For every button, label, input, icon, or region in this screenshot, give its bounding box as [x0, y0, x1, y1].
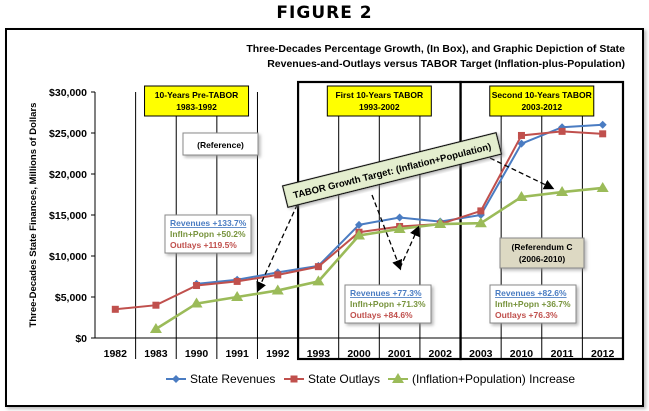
x-tick-label: 2001 [388, 348, 412, 360]
series-point-inflation [434, 218, 447, 229]
x-tick-label: 1982 [104, 348, 128, 360]
figure-label: FIGURE 2 [276, 3, 373, 23]
series-point-inflation [393, 222, 406, 233]
x-tick-label: 2012 [591, 348, 615, 360]
series-point-revenues [355, 220, 363, 229]
x-tick-label: 2010 [510, 348, 534, 360]
series-point-outlays [152, 301, 160, 309]
series-point-inflation [149, 322, 162, 333]
period-header-title: Second 10-Years TABOR [492, 90, 592, 100]
growth-infln-popn: Infln+Popn +36.7% [495, 299, 571, 309]
series-point-inflation [190, 297, 203, 308]
y-tick-label: $10,000 [49, 251, 87, 263]
growth-revenues: Revenues +133.7% [170, 218, 247, 228]
growth-box [344, 284, 432, 324]
referendum-box [499, 237, 585, 269]
series-point-inflation [312, 275, 325, 286]
series-point-outlays [517, 131, 525, 139]
referendum-label: (Referendum C [512, 242, 573, 252]
period-header-title: First 10-Years TABOR [335, 90, 423, 100]
series-point-outlays [111, 305, 119, 313]
series-point-inflation [596, 181, 609, 192]
legend-label: (Inflation+Population) Increase [412, 372, 575, 386]
growth-outlays: Outlays +119.5% [170, 240, 237, 250]
series-point-inflation [556, 186, 569, 197]
series-point-outlays [193, 282, 201, 290]
reference-label: (Reference) [197, 140, 244, 150]
legend-marker-revenues [172, 375, 180, 383]
y-tick-label: $20,000 [49, 169, 87, 181]
chart-title-line-1: Three-Decades Percentage Growth, (In Box… [246, 43, 625, 55]
growth-infln-popn: Infln+Popn +71.3% [350, 299, 426, 309]
series-point-inflation [353, 229, 365, 240]
series-point-outlays [599, 130, 607, 138]
period-header-box [489, 85, 595, 117]
period-header-years: 1993-2002 [359, 102, 400, 112]
series-line-3 [155, 186, 603, 331]
x-tick-label: 1991 [225, 348, 249, 360]
series-point-outlays [314, 263, 322, 271]
target-arrow-second [489, 157, 555, 190]
target-arrow-first-up [399, 225, 420, 269]
reference-box [182, 132, 259, 156]
plot-area: $0 $5,000 $10,000 $15,000 $20,000 $25,000 $30,… [49, 80, 625, 361]
x-tick-label: 2011 [551, 348, 574, 360]
y-tick-label: $5,000 [55, 292, 87, 304]
period-header-title: 10-Years Pre-TABOR [155, 90, 238, 100]
series-point-outlays [477, 207, 485, 215]
tabor-target-box [281, 131, 503, 209]
legend-label: State Revenues [190, 372, 275, 386]
legend-marker-outlays [290, 375, 298, 383]
series-point-revenues [395, 213, 404, 222]
series-point-inflation [271, 284, 284, 295]
period-header-box [144, 85, 250, 117]
x-tick-label: 1993 [307, 348, 331, 360]
target-arrow-pre-tabor [256, 189, 305, 293]
y-tick-label: $0 [75, 333, 87, 345]
x-tick-label: 1992 [266, 348, 290, 360]
period-header-years: 2003-2012 [521, 102, 562, 112]
y-axis-label: Three-Decades State Finances, Millions o… [28, 103, 39, 328]
series-point-outlays [233, 277, 241, 285]
growth-box [489, 284, 577, 324]
y-tick-label: $30,000 [49, 87, 87, 99]
x-tick-label: 2000 [347, 348, 371, 360]
series-point-revenues [598, 120, 607, 129]
period-header-box [326, 85, 432, 117]
growth-revenues: Revenues +82.6% [495, 288, 567, 298]
series-point-outlays [558, 127, 566, 135]
period-header-years: 1983-1992 [176, 102, 217, 112]
legend: State Revenues State Outlays (Inflation+Po… [166, 372, 575, 386]
y-tick-label: $15,000 [49, 210, 87, 222]
x-tick-label: 2002 [429, 348, 453, 360]
growth-box [164, 214, 252, 254]
target-arrow-first-down [371, 194, 403, 271]
chart-title-line-2: Revenues-and-Outlays versus TABOR Target… [267, 58, 625, 70]
series-point-inflation [474, 217, 487, 228]
growth-outlays: Outlays +84.6% [350, 310, 413, 320]
series-point-outlays [274, 271, 282, 279]
y-tick-label: $25,000 [49, 128, 87, 140]
growth-revenues: Revenues +77.3% [350, 288, 422, 298]
growth-outlays: Outlays +76.3% [495, 310, 558, 320]
series-point-inflation [515, 190, 528, 201]
x-tick-label: 1983 [144, 348, 168, 360]
x-tick-label: 2003 [469, 348, 493, 360]
series-point-inflation [231, 291, 244, 301]
series-point-revenues [517, 139, 526, 148]
growth-infln-popn: Infln+Popn +50.2% [170, 229, 246, 239]
legend-marker-inflation [392, 373, 404, 383]
legend-label: State Outlays [308, 372, 380, 386]
x-tick-label: 1990 [185, 348, 209, 360]
referendum-years: (2006-2010) [519, 254, 565, 264]
